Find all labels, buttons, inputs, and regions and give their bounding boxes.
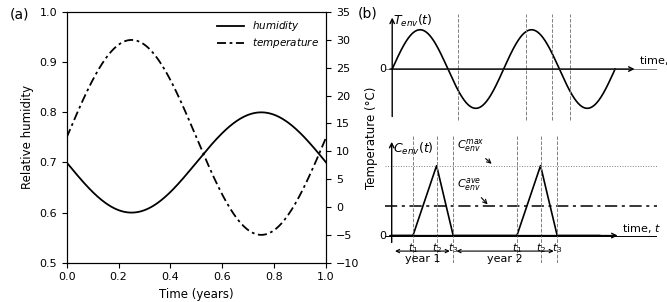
Y-axis label: Temperature (°C): Temperature (°C) <box>365 86 378 188</box>
Text: 0: 0 <box>380 64 386 74</box>
Text: time, $t$: time, $t$ <box>622 222 660 235</box>
Text: $t_2$: $t_2$ <box>536 241 546 255</box>
Text: $t_1$: $t_1$ <box>512 241 522 255</box>
Text: (b): (b) <box>358 7 377 21</box>
Text: $t_3$: $t_3$ <box>448 241 458 255</box>
Text: time, $t$: time, $t$ <box>638 54 667 67</box>
Y-axis label: Relative humidity: Relative humidity <box>21 85 33 189</box>
Text: $t_1$: $t_1$ <box>408 241 418 255</box>
Text: 0: 0 <box>380 230 386 241</box>
Legend: $\mathit{humidity}$, $\mathit{temperature}$: $\mathit{humidity}$, $\mathit{temperatur… <box>215 17 321 53</box>
Text: $C_{env}^{max}$: $C_{env}^{max}$ <box>457 137 491 163</box>
Text: $C_{env}(t)$: $C_{env}(t)$ <box>393 140 434 156</box>
X-axis label: Time (years): Time (years) <box>159 288 233 301</box>
Text: $t_3$: $t_3$ <box>552 241 562 255</box>
Text: year 2: year 2 <box>488 253 523 264</box>
Text: $T_{env}(t)$: $T_{env}(t)$ <box>394 13 433 29</box>
Text: year 1: year 1 <box>405 253 440 264</box>
Text: (a): (a) <box>9 7 29 21</box>
Text: $C_{env}^{ave}$: $C_{env}^{ave}$ <box>457 176 487 204</box>
Text: $t_2$: $t_2$ <box>432 241 442 255</box>
